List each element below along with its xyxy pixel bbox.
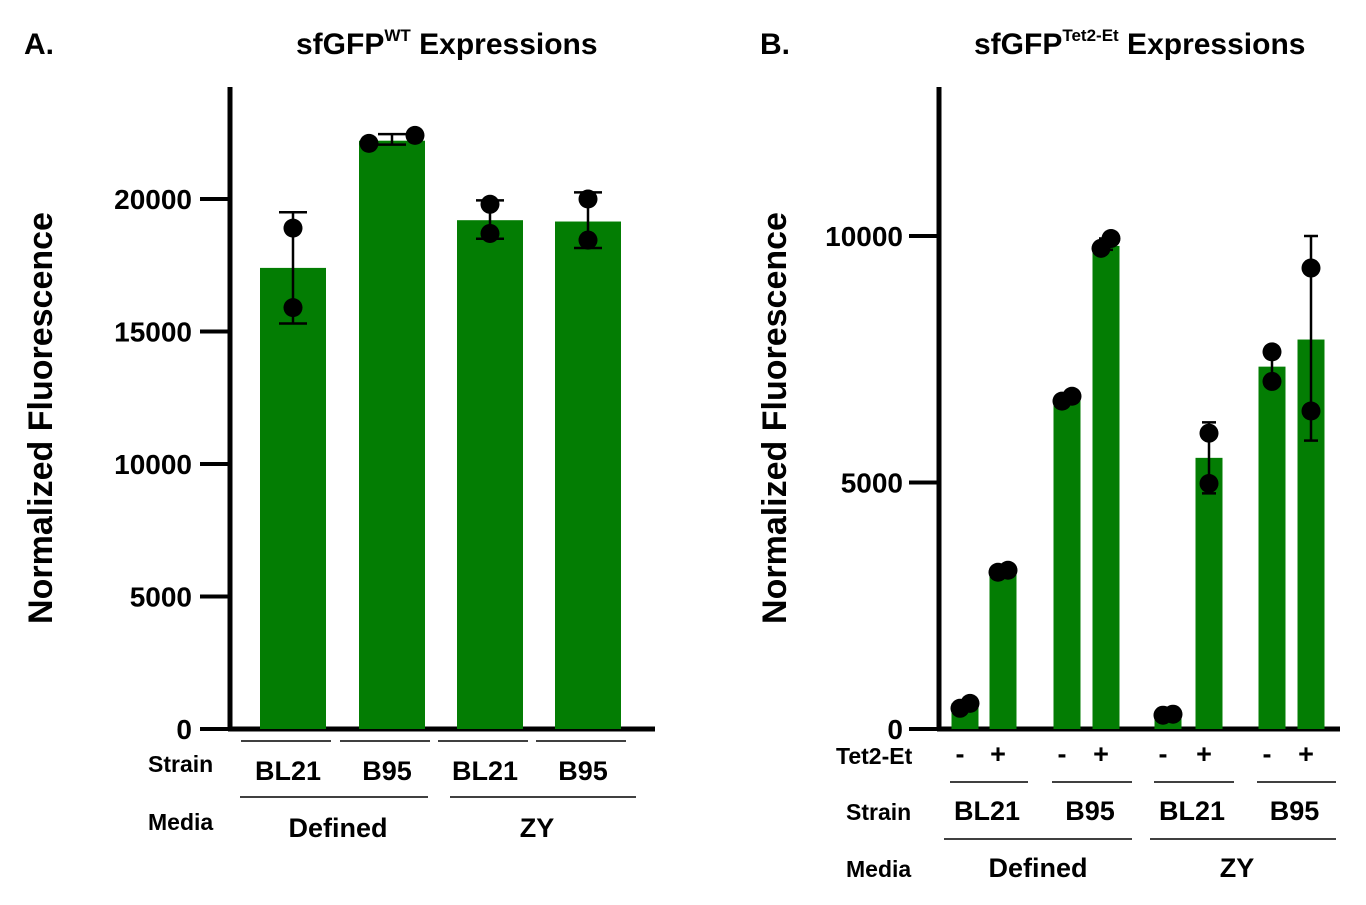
tet2-et-marker: -	[1159, 739, 1168, 769]
y-axis-label: Normalized Fluorescence	[756, 212, 794, 624]
tet2-et-marker: +	[1298, 739, 1314, 769]
data-point	[1163, 704, 1183, 724]
row-label-strain: Strain	[846, 799, 911, 825]
media-label: ZY	[1220, 853, 1255, 883]
row-label-media: Media	[148, 809, 213, 835]
media-label: Defined	[288, 813, 387, 843]
strain-label: B95	[558, 756, 608, 786]
panel-letter: A.	[24, 28, 54, 61]
y-tick-label: 5000	[130, 582, 192, 613]
tet2-et-marker: -	[1263, 739, 1272, 769]
chart-title: sfGFPWT Expressions	[296, 26, 598, 61]
title-main: sfGFP	[296, 28, 384, 61]
panel-letter: B.	[760, 28, 790, 61]
media-label: Defined	[988, 853, 1087, 883]
y-tick-label: 10000	[825, 221, 903, 252]
tet2-et-marker: +	[1196, 739, 1212, 769]
data-point	[1262, 342, 1282, 362]
bar	[1258, 366, 1286, 729]
title-superscript: WT	[384, 26, 411, 45]
panel-a-chart: A. sfGFPWT Expressions Normalized Fluoresc…	[22, 26, 655, 843]
chart-title: sfGFPTet2-Et Expressions	[974, 26, 1305, 61]
y-tick-label: 15000	[114, 317, 192, 348]
data-point	[359, 133, 379, 153]
bar	[1053, 398, 1081, 729]
row-label-strain: Strain	[148, 751, 213, 777]
y-tick-label: 0	[176, 714, 192, 745]
data-point	[480, 223, 500, 243]
data-point	[578, 189, 598, 209]
tet2-et-marker: +	[1093, 739, 1109, 769]
data-point	[405, 125, 425, 145]
title-main: sfGFP	[974, 28, 1062, 61]
tet2-et-marker: +	[990, 739, 1006, 769]
row-label-tet2-et: Tet2-Et	[836, 743, 913, 769]
strain-label: B95	[1065, 796, 1115, 826]
data-point	[1262, 371, 1282, 391]
row-label-media: Media	[846, 856, 911, 882]
data-point	[1101, 228, 1121, 248]
strain-label: BL21	[1159, 796, 1225, 826]
data-point	[283, 298, 303, 318]
y-tick-label: 5000	[841, 468, 903, 499]
data-point	[1062, 386, 1082, 406]
tet2-et-marker: -	[1058, 739, 1067, 769]
bar	[989, 571, 1017, 729]
title-rest: Expressions	[1119, 28, 1306, 61]
bar	[1195, 457, 1223, 729]
y-axis-label: Normalized Fluorescence	[22, 212, 60, 624]
bar	[260, 267, 326, 729]
data-point	[480, 194, 500, 214]
y-tick-label: 10000	[114, 449, 192, 480]
title-rest: Expressions	[411, 28, 598, 61]
title-superscript: Tet2-Et	[1062, 26, 1119, 45]
data-point	[1199, 423, 1219, 443]
strain-label: BL21	[452, 756, 518, 786]
data-point	[578, 230, 598, 250]
data-point	[998, 560, 1018, 580]
data-point	[1301, 258, 1321, 278]
data-point	[283, 218, 303, 238]
strain-label: B95	[362, 756, 412, 786]
y-tick-label: 0	[887, 714, 903, 745]
strain-label: BL21	[954, 796, 1020, 826]
data-point	[1301, 401, 1321, 421]
bar	[359, 140, 425, 729]
y-tick-label: 20000	[114, 184, 192, 215]
strain-label: BL21	[255, 756, 321, 786]
bar	[457, 220, 523, 729]
bar	[1092, 245, 1120, 730]
tet2-et-marker: -	[956, 739, 965, 769]
strain-label: B95	[1270, 796, 1320, 826]
media-label: ZY	[520, 813, 555, 843]
data-point	[1199, 473, 1219, 493]
data-point	[960, 693, 980, 713]
bar	[555, 221, 621, 729]
